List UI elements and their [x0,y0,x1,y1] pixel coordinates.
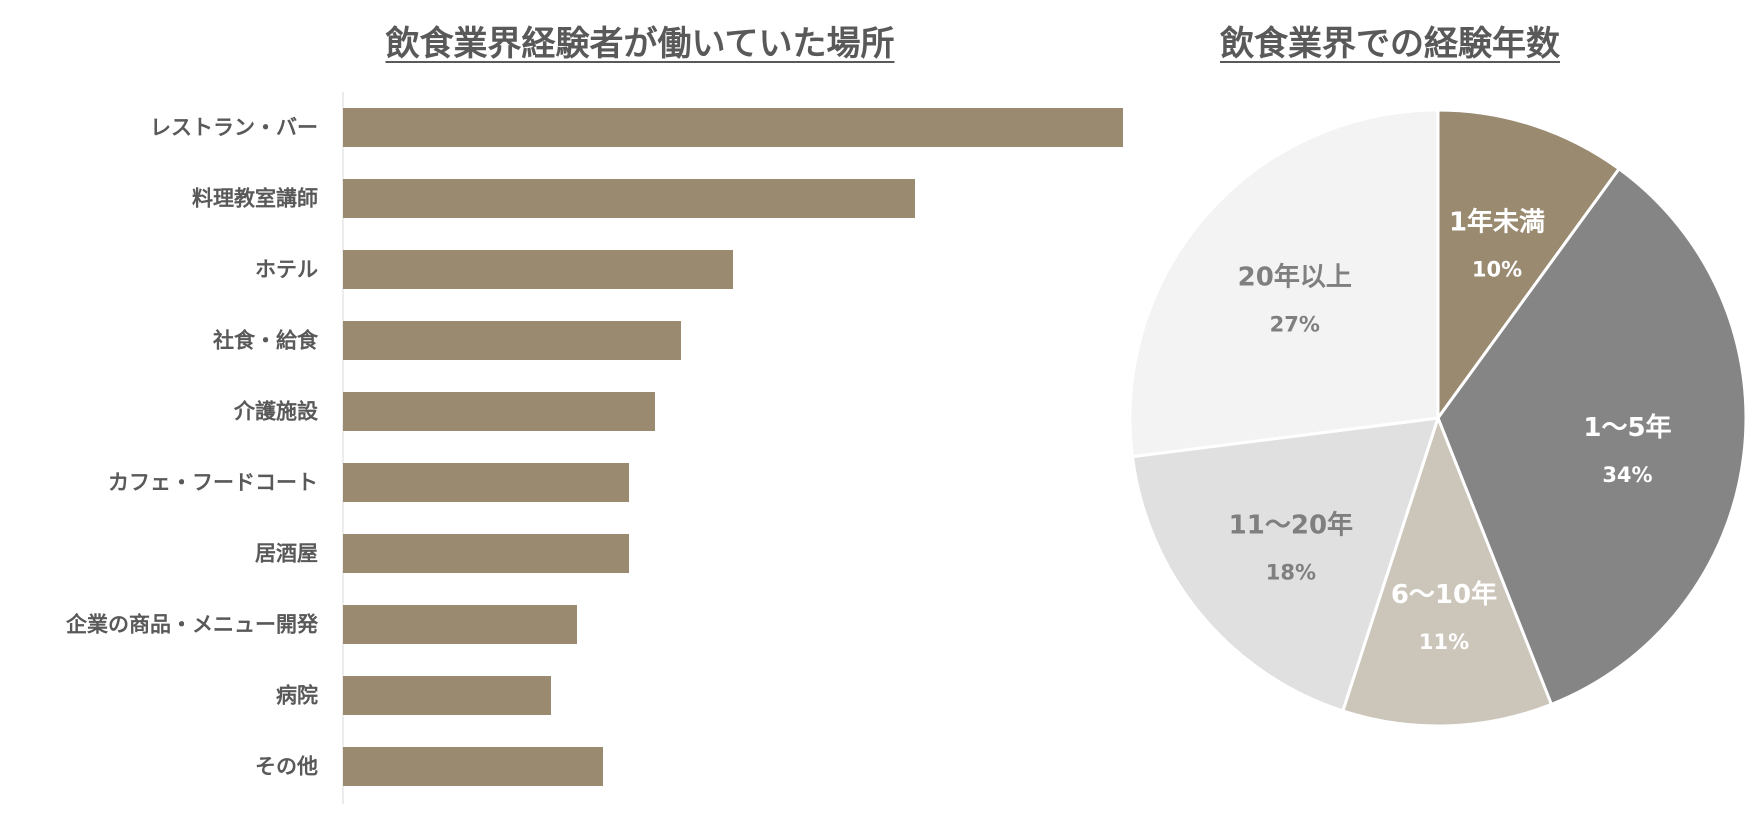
slice-percent-label: 18% [1266,561,1316,585]
slice-label: 1年未満 [1449,206,1545,237]
pie-slice [1436,166,1748,707]
category-label: カフェ・フードコート [108,471,318,495]
slice-label: 1～5年 [1583,412,1671,443]
category-label: レストラン・バー [150,116,318,140]
bar [343,605,577,644]
category-label: 居酒屋 [255,542,318,566]
bar [343,108,1123,147]
bar [343,392,655,431]
bar [343,179,915,218]
slice-percent-label: 34% [1602,463,1652,487]
category-label: 介護施設 [233,400,319,424]
bar [343,676,551,715]
bar [343,250,733,289]
pie-slice [1340,413,1554,728]
pie-slice [1436,108,1622,423]
pie-chart-title: 飲食業界での経験年数 [1220,24,1560,64]
slice-label: 11～20年 [1229,510,1353,541]
pie-slice [1128,108,1440,459]
slice-label: 6～10年 [1391,579,1497,610]
category-label: ホテル [255,258,318,282]
category-label: 企業の商品・メニュー開発 [65,613,319,637]
pie-chart: 1年未満 10% 1～5年 34% 6～10年 11% 11～20年 18% 20年以上 27% [1128,108,1748,728]
category-label: 料理教室講師 [192,187,318,211]
bar [343,534,629,573]
bar [343,463,629,502]
slice-percent-label: 27% [1270,313,1320,337]
slice-percent-label: 10% [1472,257,1522,281]
bar [343,747,603,786]
slice-percent-label: 11% [1419,630,1469,654]
bar-chart-title: 飲食業界経験者が働いていた場所 [385,24,895,64]
pie-slice [1130,416,1441,713]
category-label: 社食・給食 [212,329,319,353]
slice-label: 20年以上 [1238,262,1352,293]
bar [343,321,681,360]
category-label: 病院 [276,684,318,708]
category-label: その他 [255,755,318,779]
